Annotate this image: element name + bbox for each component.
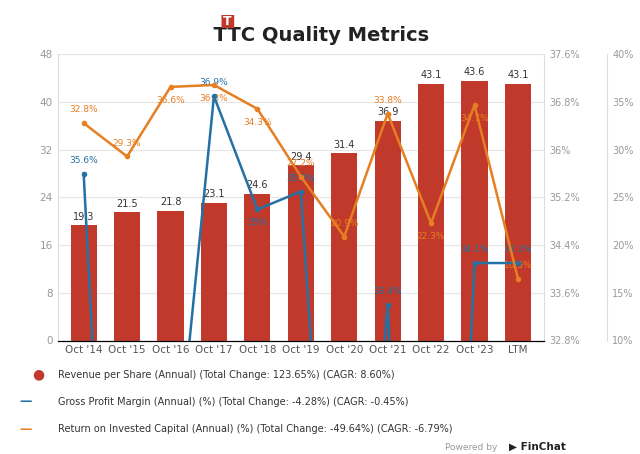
Text: 16.5%: 16.5% <box>504 261 532 270</box>
Text: —: — <box>19 395 32 408</box>
Text: Gross Profit Margin (Annual) (%) (Total Change: -4.28%) (CAGR: -0.45%): Gross Profit Margin (Annual) (%) (Total … <box>58 397 408 407</box>
Text: 35%: 35% <box>247 218 268 227</box>
Bar <box>332 153 357 340</box>
Text: 34.1%: 34.1% <box>460 245 489 254</box>
Text: 36.9: 36.9 <box>377 107 398 117</box>
Text: ■: ■ <box>220 12 235 30</box>
Text: 36.9%: 36.9% <box>200 78 228 87</box>
Text: 29.3%: 29.3% <box>113 138 141 148</box>
Text: 35.6%: 35.6% <box>69 156 98 165</box>
Bar <box>201 203 227 340</box>
Text: Powered by: Powered by <box>445 443 497 452</box>
Text: 34.3%: 34.3% <box>243 118 272 127</box>
Text: 22.3%: 22.3% <box>417 232 445 241</box>
Text: 43.1: 43.1 <box>508 70 529 80</box>
Bar <box>114 212 140 340</box>
Bar <box>461 81 488 341</box>
Text: 34.1%: 34.1% <box>504 245 532 254</box>
Text: 33.4%: 33.4% <box>373 287 402 296</box>
Bar <box>70 226 97 340</box>
Text: 33.8%: 33.8% <box>373 96 402 105</box>
Text: 29.4: 29.4 <box>290 152 312 162</box>
Bar <box>418 84 444 340</box>
Text: Return on Invested Capital (Annual) (%) (Total Change: -49.64%) (CAGR: -6.79%): Return on Invested Capital (Annual) (%) … <box>58 424 452 434</box>
Text: 31.4: 31.4 <box>333 140 355 150</box>
Text: —: — <box>19 423 32 435</box>
Text: 35.3%: 35.3% <box>287 173 315 183</box>
Bar <box>374 121 401 340</box>
Text: ▶ FinChat: ▶ FinChat <box>509 442 566 452</box>
Text: 21.5: 21.5 <box>116 199 138 209</box>
Text: Revenue per Share (Annual) (Total Change: 123.65%) (CAGR: 8.60%): Revenue per Share (Annual) (Total Change… <box>58 370 394 380</box>
Text: 32.8%: 32.8% <box>69 105 98 114</box>
Text: 20.9%: 20.9% <box>330 219 358 227</box>
Text: 36.8%: 36.8% <box>200 94 228 103</box>
Bar <box>244 194 270 340</box>
Text: 34.7%: 34.7% <box>460 114 489 123</box>
Text: T: T <box>223 15 232 28</box>
Text: 43.6: 43.6 <box>464 67 485 77</box>
Bar <box>288 165 314 340</box>
Text: 27.2%: 27.2% <box>287 158 315 168</box>
Bar <box>157 211 184 340</box>
Text: 43.1: 43.1 <box>420 70 442 80</box>
Text: 24.6: 24.6 <box>246 180 268 190</box>
Text: 19.3: 19.3 <box>73 212 94 222</box>
Text: 36.6%: 36.6% <box>156 96 185 105</box>
Bar <box>505 84 531 340</box>
Title:       TTC Quality Metrics: TTC Quality Metrics <box>173 25 429 44</box>
Text: 23.1: 23.1 <box>203 189 225 199</box>
Text: ●: ● <box>33 368 44 381</box>
Text: 21.8: 21.8 <box>160 197 181 207</box>
